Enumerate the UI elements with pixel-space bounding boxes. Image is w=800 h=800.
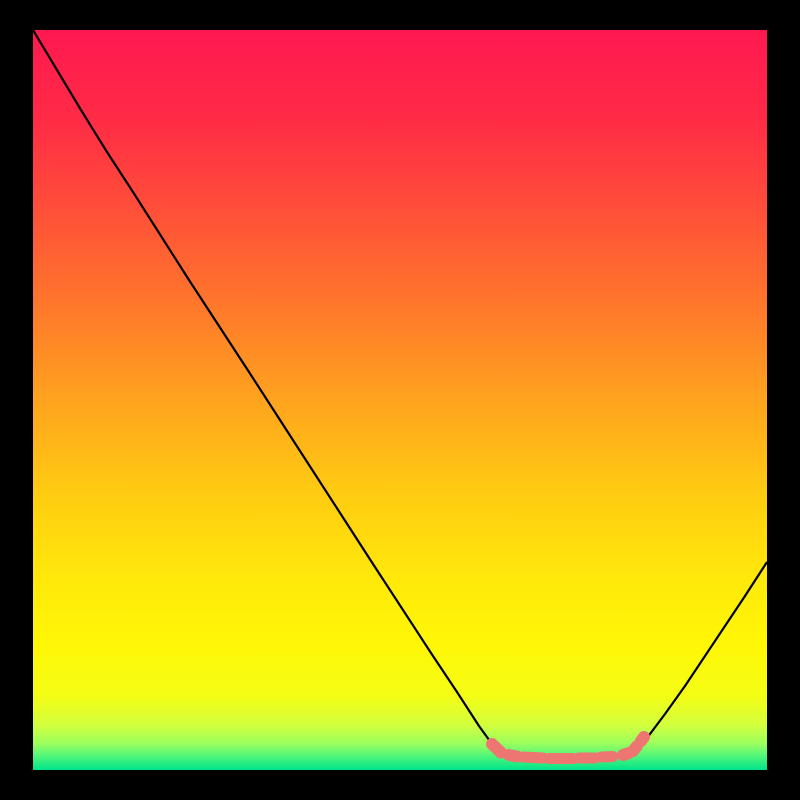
curve-markers	[492, 737, 644, 759]
attribution-label: TheBottlenecker.com	[593, 4, 790, 28]
chart-container: TheBottlenecker.com	[0, 0, 800, 800]
plot-area	[33, 30, 767, 770]
bottleneck-curve	[33, 30, 767, 770]
